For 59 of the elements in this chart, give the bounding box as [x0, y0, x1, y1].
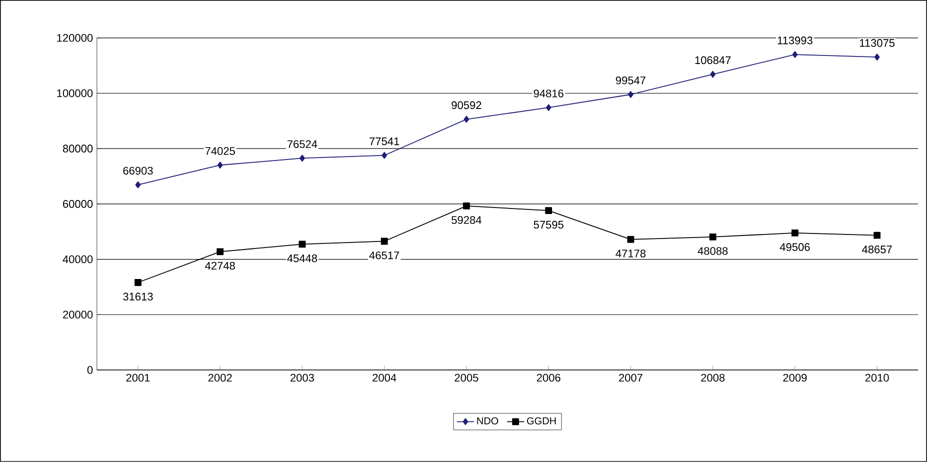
x-tick-label: 2009 — [783, 374, 807, 382]
y-tick-label: 60000 — [63, 200, 93, 208]
data-label: 57595 — [534, 220, 564, 229]
legend-label: NDO — [477, 417, 498, 424]
point — [709, 233, 716, 240]
data-label: 90592 — [452, 101, 482, 110]
point — [380, 238, 388, 245]
data-label: 48657 — [862, 246, 892, 254]
y-tick-label: 100000 — [57, 89, 93, 98]
point — [874, 54, 880, 61]
data-label: 46517 — [369, 251, 400, 260]
point — [216, 248, 224, 256]
point — [710, 70, 716, 78]
data-label: 31613 — [123, 292, 153, 301]
data-label: 49506 — [780, 243, 810, 252]
x-tick-label: 2004 — [372, 374, 396, 382]
y-tick-label: 20000 — [63, 310, 93, 319]
point — [134, 279, 142, 286]
data-label: 113993 — [778, 36, 812, 44]
point — [627, 236, 634, 243]
data-label: 48088 — [698, 247, 728, 255]
point — [135, 181, 141, 188]
legend-label: GGDH — [527, 417, 556, 424]
x-tick-label: 2005 — [454, 374, 478, 382]
point — [545, 207, 552, 214]
point — [464, 116, 470, 123]
x-tick-label: 2001 — [126, 374, 150, 382]
point — [792, 51, 798, 58]
x-tick-label: 2002 — [208, 374, 232, 382]
point — [546, 104, 552, 112]
data-label: 106847 — [695, 56, 731, 64]
point — [300, 154, 305, 162]
data-label: 45448 — [287, 254, 318, 262]
data-label: 99547 — [616, 76, 646, 84]
x-tick-label: 2003 — [290, 374, 314, 382]
data-label: 42748 — [205, 262, 235, 270]
x-tick-label: 2008 — [701, 374, 725, 382]
x-tick-label: 2006 — [536, 374, 560, 382]
x-tick-label: 2007 — [619, 374, 642, 382]
point — [382, 152, 388, 159]
y-tick-label: 80000 — [62, 144, 93, 153]
data-label: 66903 — [123, 166, 153, 175]
data-label: 77541 — [370, 138, 400, 146]
data-label: 76524 — [287, 140, 318, 148]
point — [463, 202, 470, 210]
point — [791, 230, 798, 236]
data-label: 74025 — [205, 147, 235, 155]
y-tick-label: 120000 — [57, 34, 93, 42]
point — [298, 240, 306, 248]
y-tick-label: 40000 — [62, 255, 93, 264]
x-tick-label: 2010 — [865, 374, 889, 382]
data-label: 47178 — [616, 250, 646, 258]
point — [217, 162, 223, 169]
point — [874, 232, 881, 239]
point — [628, 91, 634, 98]
data-label: 59284 — [452, 216, 482, 224]
data-label: 94816 — [534, 90, 564, 98]
y-tick-label: 0 — [87, 366, 93, 374]
data-label: 113075 — [860, 39, 895, 47]
